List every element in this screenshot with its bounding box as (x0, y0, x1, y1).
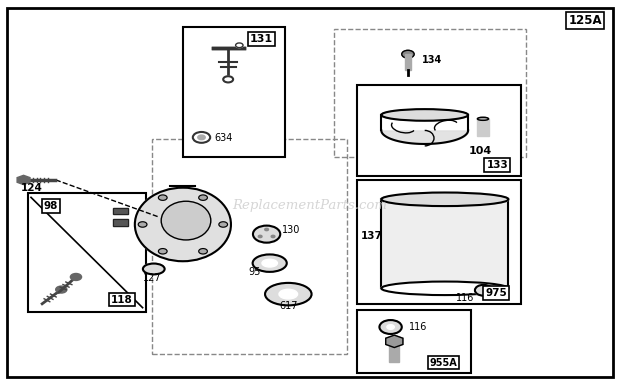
Circle shape (159, 195, 167, 200)
Bar (113, 208, 128, 214)
Bar (477, 119, 489, 136)
Ellipse shape (477, 117, 489, 120)
Text: 617: 617 (279, 301, 298, 311)
Circle shape (387, 325, 394, 329)
Bar (389, 344, 399, 362)
Text: 975: 975 (485, 288, 507, 298)
Bar (334, 29, 526, 157)
Circle shape (271, 235, 275, 238)
Text: 134: 134 (422, 55, 442, 65)
Ellipse shape (161, 201, 211, 240)
Ellipse shape (143, 264, 165, 274)
Circle shape (259, 235, 262, 238)
Bar (113, 219, 128, 226)
Circle shape (56, 286, 67, 293)
Text: 124: 124 (21, 183, 43, 194)
Circle shape (475, 285, 492, 296)
Ellipse shape (135, 188, 231, 261)
Bar (113, 219, 128, 226)
Circle shape (236, 43, 243, 48)
Circle shape (253, 226, 280, 243)
Text: 118: 118 (111, 295, 133, 305)
Bar (113, 208, 128, 214)
Ellipse shape (253, 255, 286, 272)
Bar (356, 180, 521, 304)
Circle shape (71, 274, 82, 281)
Ellipse shape (265, 283, 312, 305)
Ellipse shape (381, 192, 508, 206)
Bar (405, 54, 411, 70)
Circle shape (219, 222, 228, 227)
Text: 98: 98 (43, 201, 58, 211)
Text: ReplacementParts.com: ReplacementParts.com (232, 199, 388, 212)
Circle shape (198, 195, 207, 200)
Circle shape (138, 222, 147, 227)
Text: 130: 130 (282, 225, 301, 235)
Text: 634: 634 (215, 133, 233, 143)
Circle shape (223, 76, 233, 82)
Text: 955A: 955A (430, 358, 457, 368)
Bar (152, 139, 347, 354)
Bar (356, 85, 521, 176)
Ellipse shape (279, 289, 298, 299)
Bar (28, 194, 146, 312)
Ellipse shape (381, 282, 508, 295)
Bar (183, 27, 285, 157)
Circle shape (193, 132, 210, 143)
Text: 133: 133 (486, 160, 508, 170)
Circle shape (379, 320, 402, 334)
Circle shape (198, 135, 205, 140)
Text: 127: 127 (143, 273, 161, 283)
Ellipse shape (381, 109, 468, 121)
Circle shape (198, 248, 207, 254)
Bar (356, 310, 471, 373)
Text: 137: 137 (361, 231, 383, 241)
Ellipse shape (262, 259, 278, 267)
Circle shape (158, 248, 167, 254)
Circle shape (402, 50, 414, 58)
Circle shape (265, 228, 268, 231)
Text: 131: 131 (250, 34, 273, 45)
Text: 116: 116 (409, 322, 428, 332)
Text: 104: 104 (469, 146, 492, 156)
Text: 95: 95 (248, 267, 260, 277)
Text: 125A: 125A (569, 14, 602, 27)
Text: 116: 116 (456, 293, 474, 303)
